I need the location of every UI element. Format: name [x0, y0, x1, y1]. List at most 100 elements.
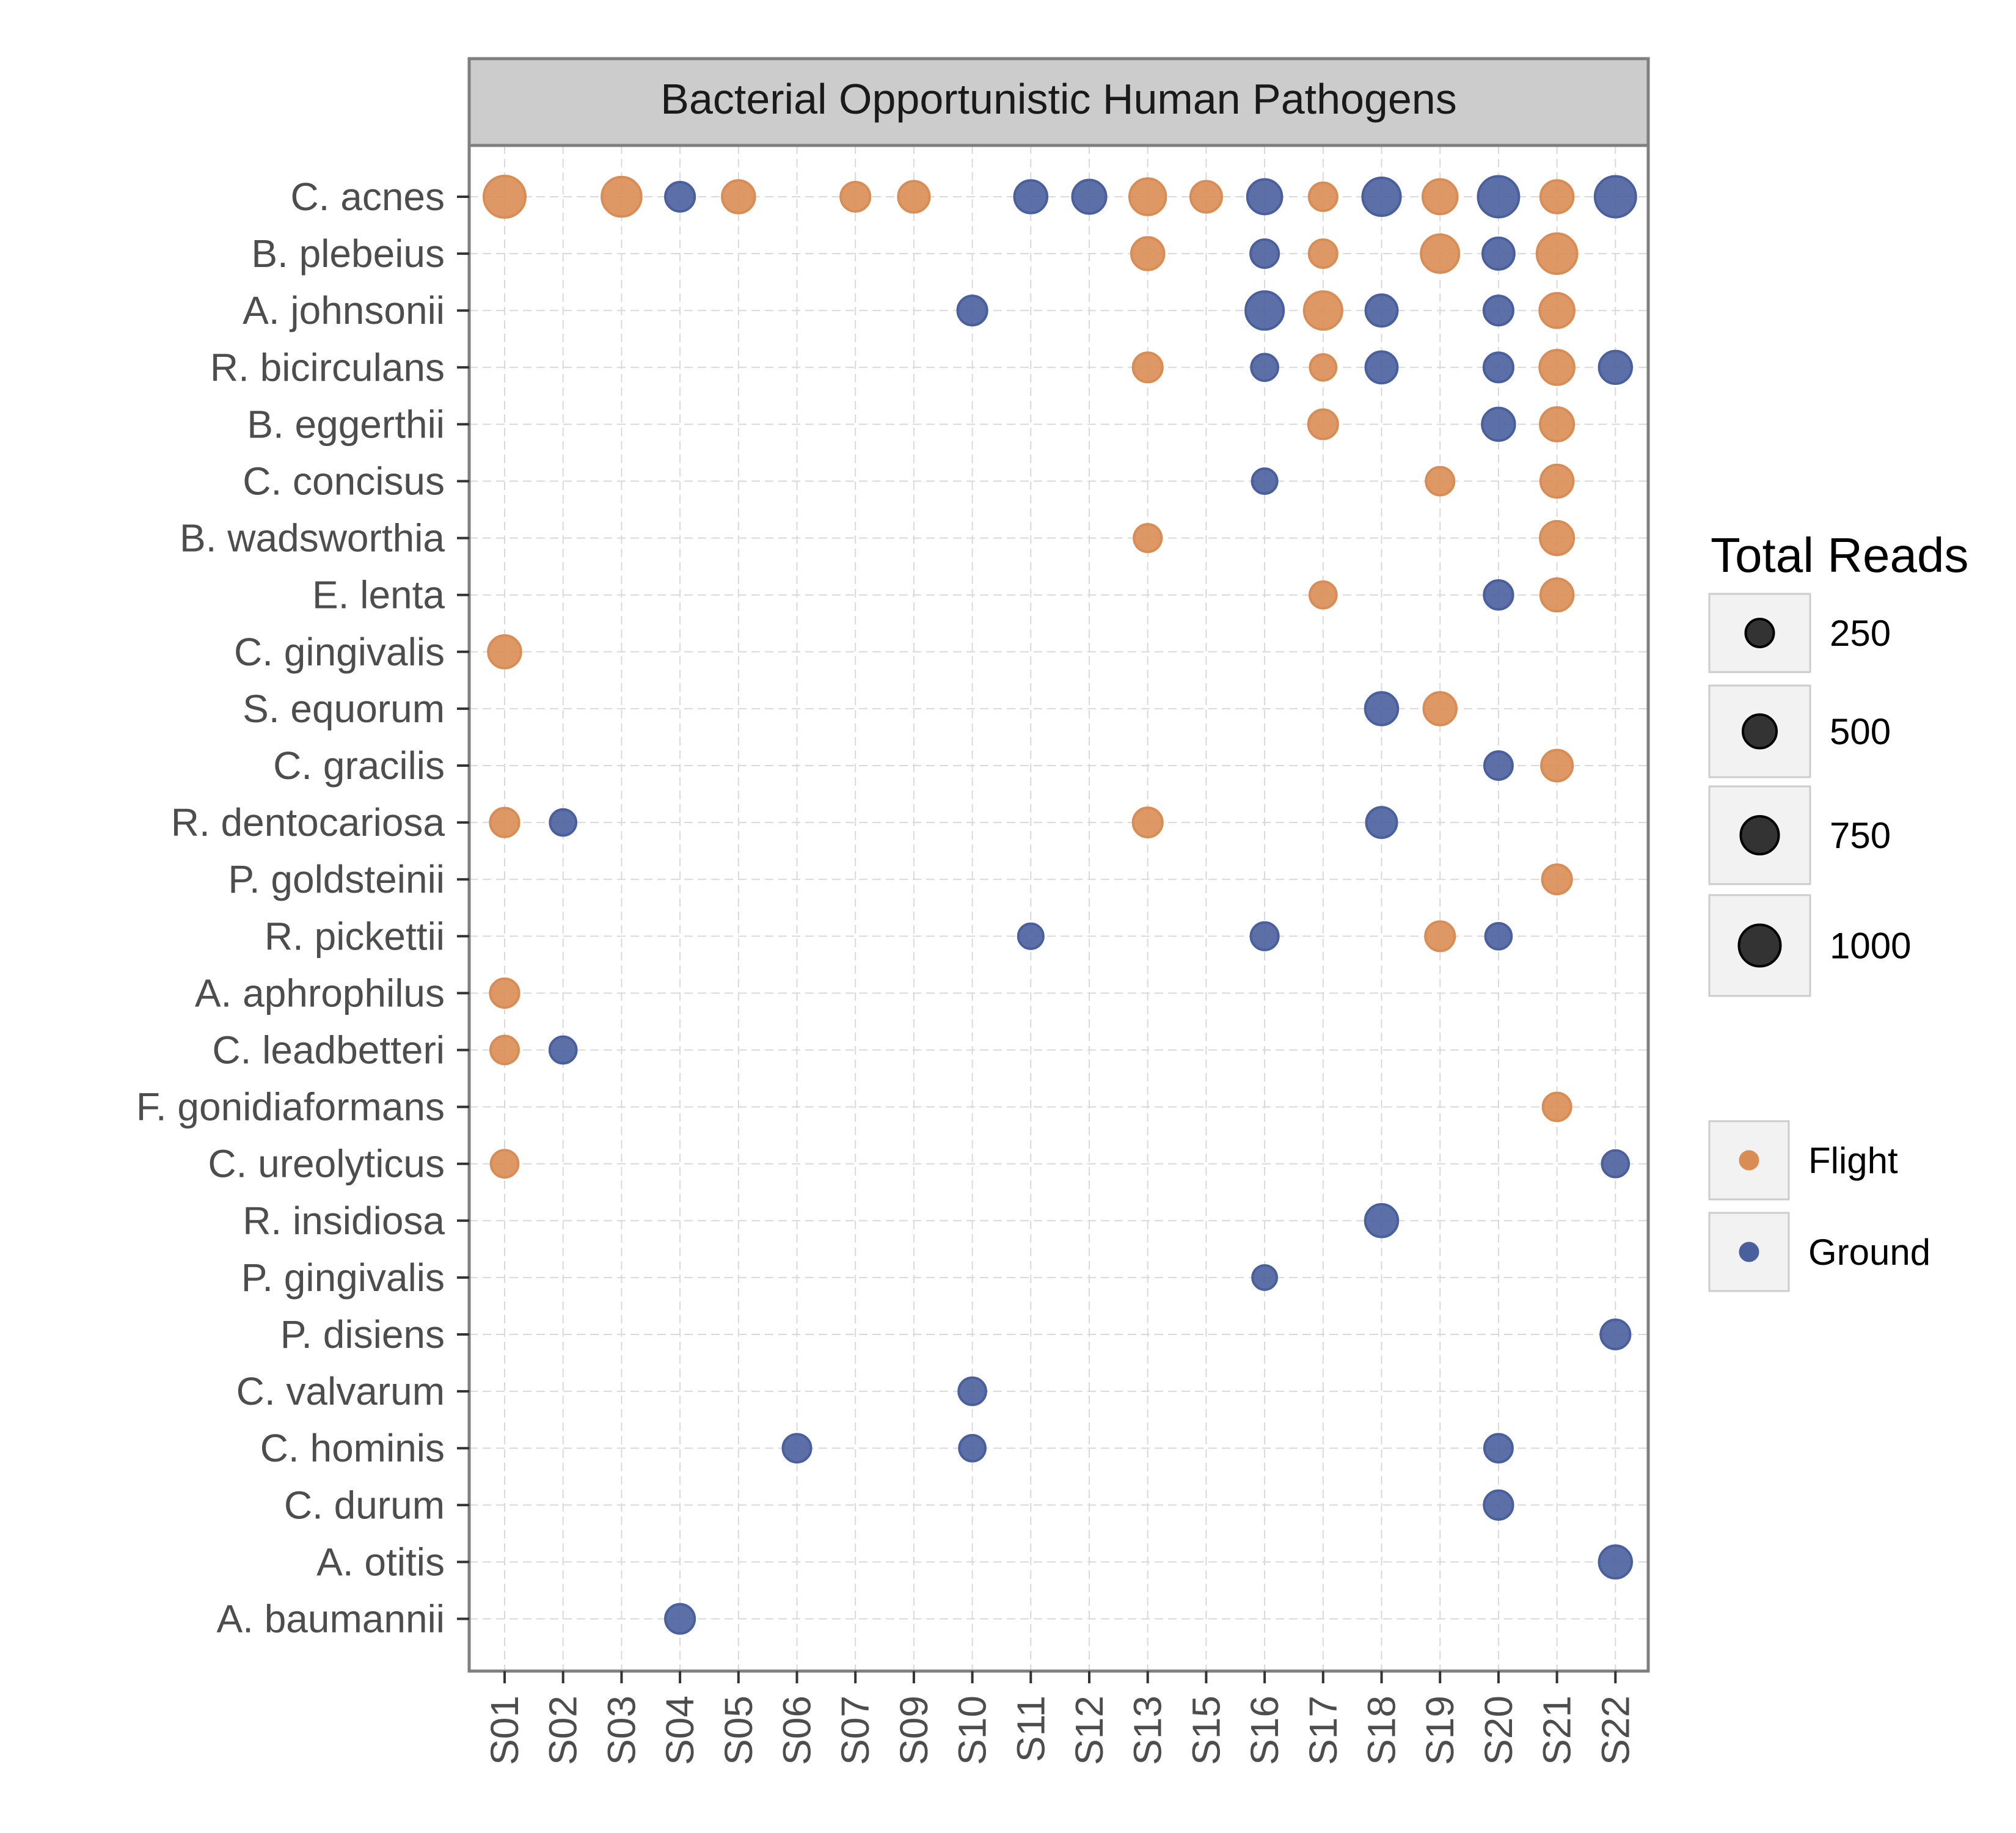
point-flight-c-acnes-s05 [721, 179, 756, 214]
y-tick-label-p-gingivalis: P. gingivalis [241, 1256, 445, 1300]
point-flight-r-bicirculans-s17 [1309, 353, 1338, 382]
x-tick-label-s17: S17 [1301, 1696, 1345, 1765]
y-tick-label-a-otitis: A. otitis [316, 1540, 445, 1584]
point-ground-c-valvarum-s10 [957, 1376, 987, 1407]
point-flight-b-eggerthii-s17 [1307, 408, 1339, 441]
y-tick-label-r-pickettii: R. pickettii [265, 914, 445, 958]
point-flight-c-gingivalis-s01 [487, 634, 522, 670]
y-tick-label-f-gonidiaformans: F. gonidiaformans [136, 1085, 445, 1129]
point-ground-a-johnsonii-s16 [1244, 290, 1285, 331]
point-flight-c-ureolyticus-s01 [489, 1149, 520, 1179]
size-legend-circle-4 [1737, 923, 1782, 968]
point-flight-f-gonidiaformans-s21 [1541, 1091, 1572, 1122]
point-ground-e-lenta-s20 [1483, 579, 1514, 611]
y-tick-label-c-ureolyticus: C. ureolyticus [208, 1142, 445, 1186]
point-flight-b-wadsworthia-s13 [1133, 523, 1163, 554]
point-ground-r-bicirculans-s22 [1598, 349, 1634, 386]
point-ground-r-dentocariosa-s18 [1365, 806, 1398, 840]
y-tick-label-p-goldsteinii: P. goldsteinii [228, 857, 445, 901]
point-ground-c-acnes-s11 [1013, 179, 1049, 214]
y-tick-label-r-bicirculans: R. bicirculans [210, 345, 445, 389]
point-flight-e-lenta-s21 [1539, 577, 1575, 613]
size-legend-label-1: 250 [1830, 613, 1891, 654]
point-ground-r-pickettii-s11 [1017, 922, 1045, 950]
point-flight-c-acnes-s17 [1307, 181, 1339, 212]
size-legend-key-2 [1708, 684, 1811, 778]
facet-strip-background [467, 57, 1650, 147]
size-legend-label-4: 1000 [1830, 926, 1911, 967]
point-ground-c-concisus-s16 [1251, 467, 1279, 496]
x-tick-label-s04: S04 [658, 1696, 702, 1765]
point-ground-a-johnsonii-s10 [956, 295, 988, 327]
y-tick-label-c-acnes: C. acnes [290, 175, 445, 219]
point-ground-a-baumannii-s04 [664, 1603, 696, 1635]
point-flight-e-lenta-s17 [1308, 580, 1338, 610]
point-ground-c-hominis-s06 [781, 1433, 813, 1464]
point-flight-p-goldsteinii-s21 [1541, 863, 1573, 896]
point-flight-r-bicirculans-s13 [1131, 351, 1164, 384]
x-tick-label-s11: S11 [1009, 1696, 1053, 1762]
y-tick-label-c-concisus: C. concisus [243, 459, 445, 503]
x-tick-label-s06: S06 [775, 1696, 819, 1765]
point-ground-c-hominis-s20 [1483, 1433, 1514, 1464]
point-flight-b-wadsworthia-s21 [1539, 520, 1576, 557]
point-flight-c-leadbetteri-s01 [489, 1034, 520, 1066]
point-ground-c-acnes-s20 [1477, 175, 1521, 219]
point-ground-r-pickettii-s16 [1249, 921, 1280, 951]
x-tick-label-s22: S22 [1593, 1696, 1637, 1765]
point-ground-c-leadbetteri-s02 [548, 1035, 578, 1065]
point-ground-r-dentocariosa-s02 [549, 808, 578, 837]
y-tick-label-r-dentocariosa: R. dentocariosa [171, 800, 445, 844]
x-tick-label-s02: S02 [541, 1696, 585, 1765]
color-legend-label-ground: Ground [1808, 1232, 1930, 1273]
legend: Total Reads 250 500 750 1000 Flight Ground [1708, 528, 1968, 1292]
point-flight-c-acnes-s15 [1189, 180, 1223, 214]
y-tick-label-c-hominis: C. hominis [260, 1426, 445, 1470]
x-tick-label-s09: S09 [892, 1696, 936, 1765]
plot-panel [469, 145, 1648, 1671]
size-legend-title: Total Reads [1711, 528, 1968, 582]
point-flight-c-acnes-s19 [1421, 178, 1459, 216]
y-tick-label-b-wadsworthia: B. wadsworthia [180, 516, 445, 560]
point-flight-c-acnes-s01 [483, 175, 527, 219]
point-ground-b-plebeius-s20 [1481, 236, 1516, 271]
y-tick-label-e-lenta: E. lenta [312, 573, 445, 617]
y-tick-label-c-valvarum: C. valvarum [236, 1369, 445, 1413]
point-flight-a-johnsonii-s21 [1538, 291, 1576, 329]
point-ground-c-acnes-s16 [1246, 178, 1284, 216]
point-flight-b-plebeius-s19 [1420, 233, 1461, 274]
y-tick-label-b-plebeius: B. plebeius [251, 232, 445, 276]
x-tick-label-s18: S18 [1360, 1696, 1404, 1765]
point-ground-b-plebeius-s16 [1249, 238, 1280, 269]
x-tick-label-s03: S03 [599, 1696, 643, 1765]
x-tick-label-s16: S16 [1243, 1696, 1287, 1765]
point-flight-a-johnsonii-s17 [1302, 290, 1343, 331]
size-legend-circle-1 [1744, 618, 1775, 648]
point-flight-r-pickettii-s19 [1424, 920, 1456, 953]
size-legend-label-3: 750 [1830, 815, 1891, 856]
point-flight-c-acnes-s09 [897, 180, 931, 214]
x-tick-label-s15: S15 [1184, 1696, 1228, 1765]
point-ground-r-bicirculans-s16 [1250, 353, 1279, 382]
point-flight-c-acnes-s21 [1539, 179, 1575, 214]
point-ground-r-insidiosa-s18 [1364, 1203, 1400, 1238]
point-flight-b-plebeius-s21 [1535, 232, 1579, 275]
axes: C. acnes B. plebeius A. johnsonii R. bicirc… [136, 144, 1650, 1765]
y-tick-label-c-gingivalis: C. gingivalis [234, 630, 445, 674]
point-flight-r-dentocariosa-s13 [1131, 807, 1164, 839]
point-ground-r-bicirculans-s18 [1364, 350, 1399, 385]
point-flight-r-bicirculans-s21 [1538, 348, 1576, 386]
point-flight-c-acnes-s03 [601, 175, 643, 218]
x-tick-label-s10: S10 [951, 1696, 995, 1765]
x-tick-label-s20: S20 [1477, 1696, 1521, 1765]
point-flight-c-concisus-s21 [1539, 463, 1575, 499]
color-legend-dot-flight [1739, 1150, 1759, 1171]
x-tick-label-s07: S07 [833, 1696, 877, 1765]
point-ground-c-acnes-s22 [1593, 175, 1637, 219]
y-tick-label-s-equorum: S. equorum [243, 687, 445, 731]
point-ground-c-ureolyticus-s22 [1601, 1149, 1631, 1179]
point-flight-s-equorum-s19 [1422, 691, 1458, 726]
size-legend-circle-2 [1741, 713, 1778, 750]
x-tick-label-s19: S19 [1418, 1696, 1462, 1765]
